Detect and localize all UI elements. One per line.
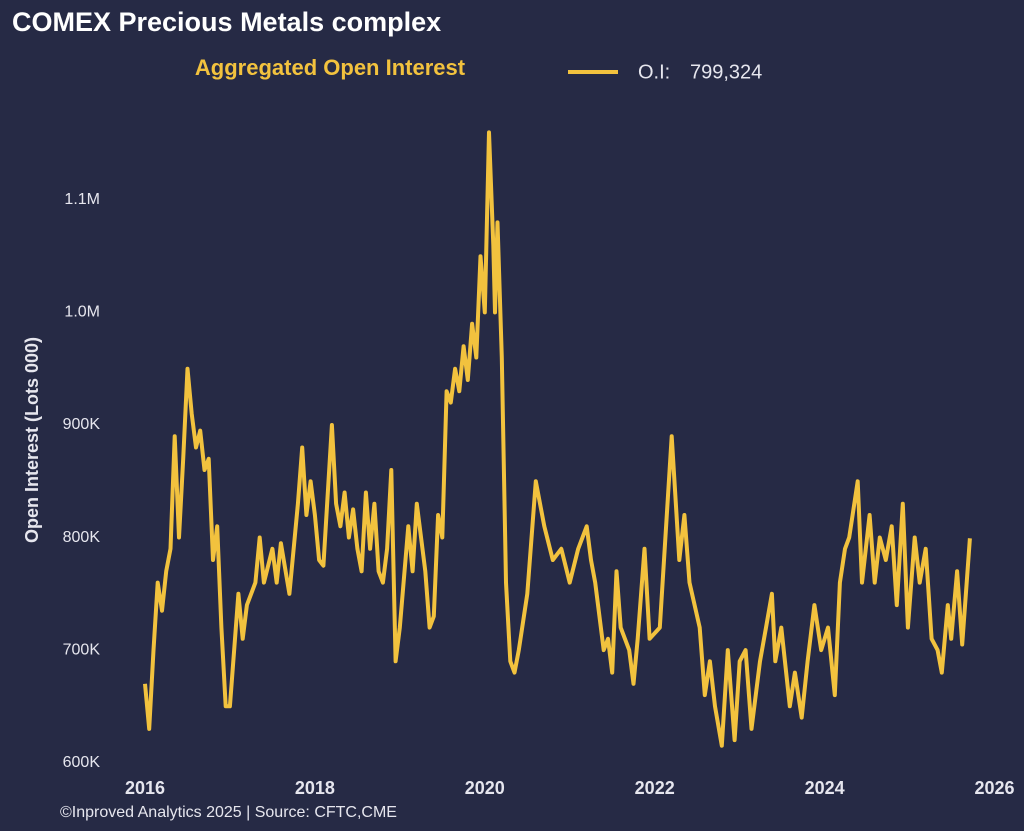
legend-label: O.I: xyxy=(638,61,670,83)
x-tick-label: 2024 xyxy=(805,778,845,798)
y-axis-label: Open Interest (Lots 000) xyxy=(22,337,42,543)
y-tick-label: 800K xyxy=(63,529,101,546)
x-tick-label: 2026 xyxy=(974,778,1014,798)
y-tick-label: 600K xyxy=(63,754,101,771)
y-tick-label: 900K xyxy=(63,416,101,433)
y-tick-label: 1.0M xyxy=(64,304,100,321)
chart-subtitle: Aggregated Open Interest xyxy=(195,55,466,80)
y-tick-label: 1.1M xyxy=(64,191,100,208)
x-tick-label: 2022 xyxy=(635,778,675,798)
chart-title: COMEX Precious Metals complex xyxy=(12,7,441,37)
x-tick-label: 2018 xyxy=(295,778,335,798)
legend-value: 799,324 xyxy=(690,61,762,83)
x-tick-label: 2016 xyxy=(125,778,165,798)
x-tick-label: 2020 xyxy=(465,778,505,798)
y-tick-label: 700K xyxy=(63,641,101,658)
data-line xyxy=(143,130,972,748)
footer: ©Inproved Analytics 2025 | Source: CFTC,… xyxy=(60,804,397,821)
